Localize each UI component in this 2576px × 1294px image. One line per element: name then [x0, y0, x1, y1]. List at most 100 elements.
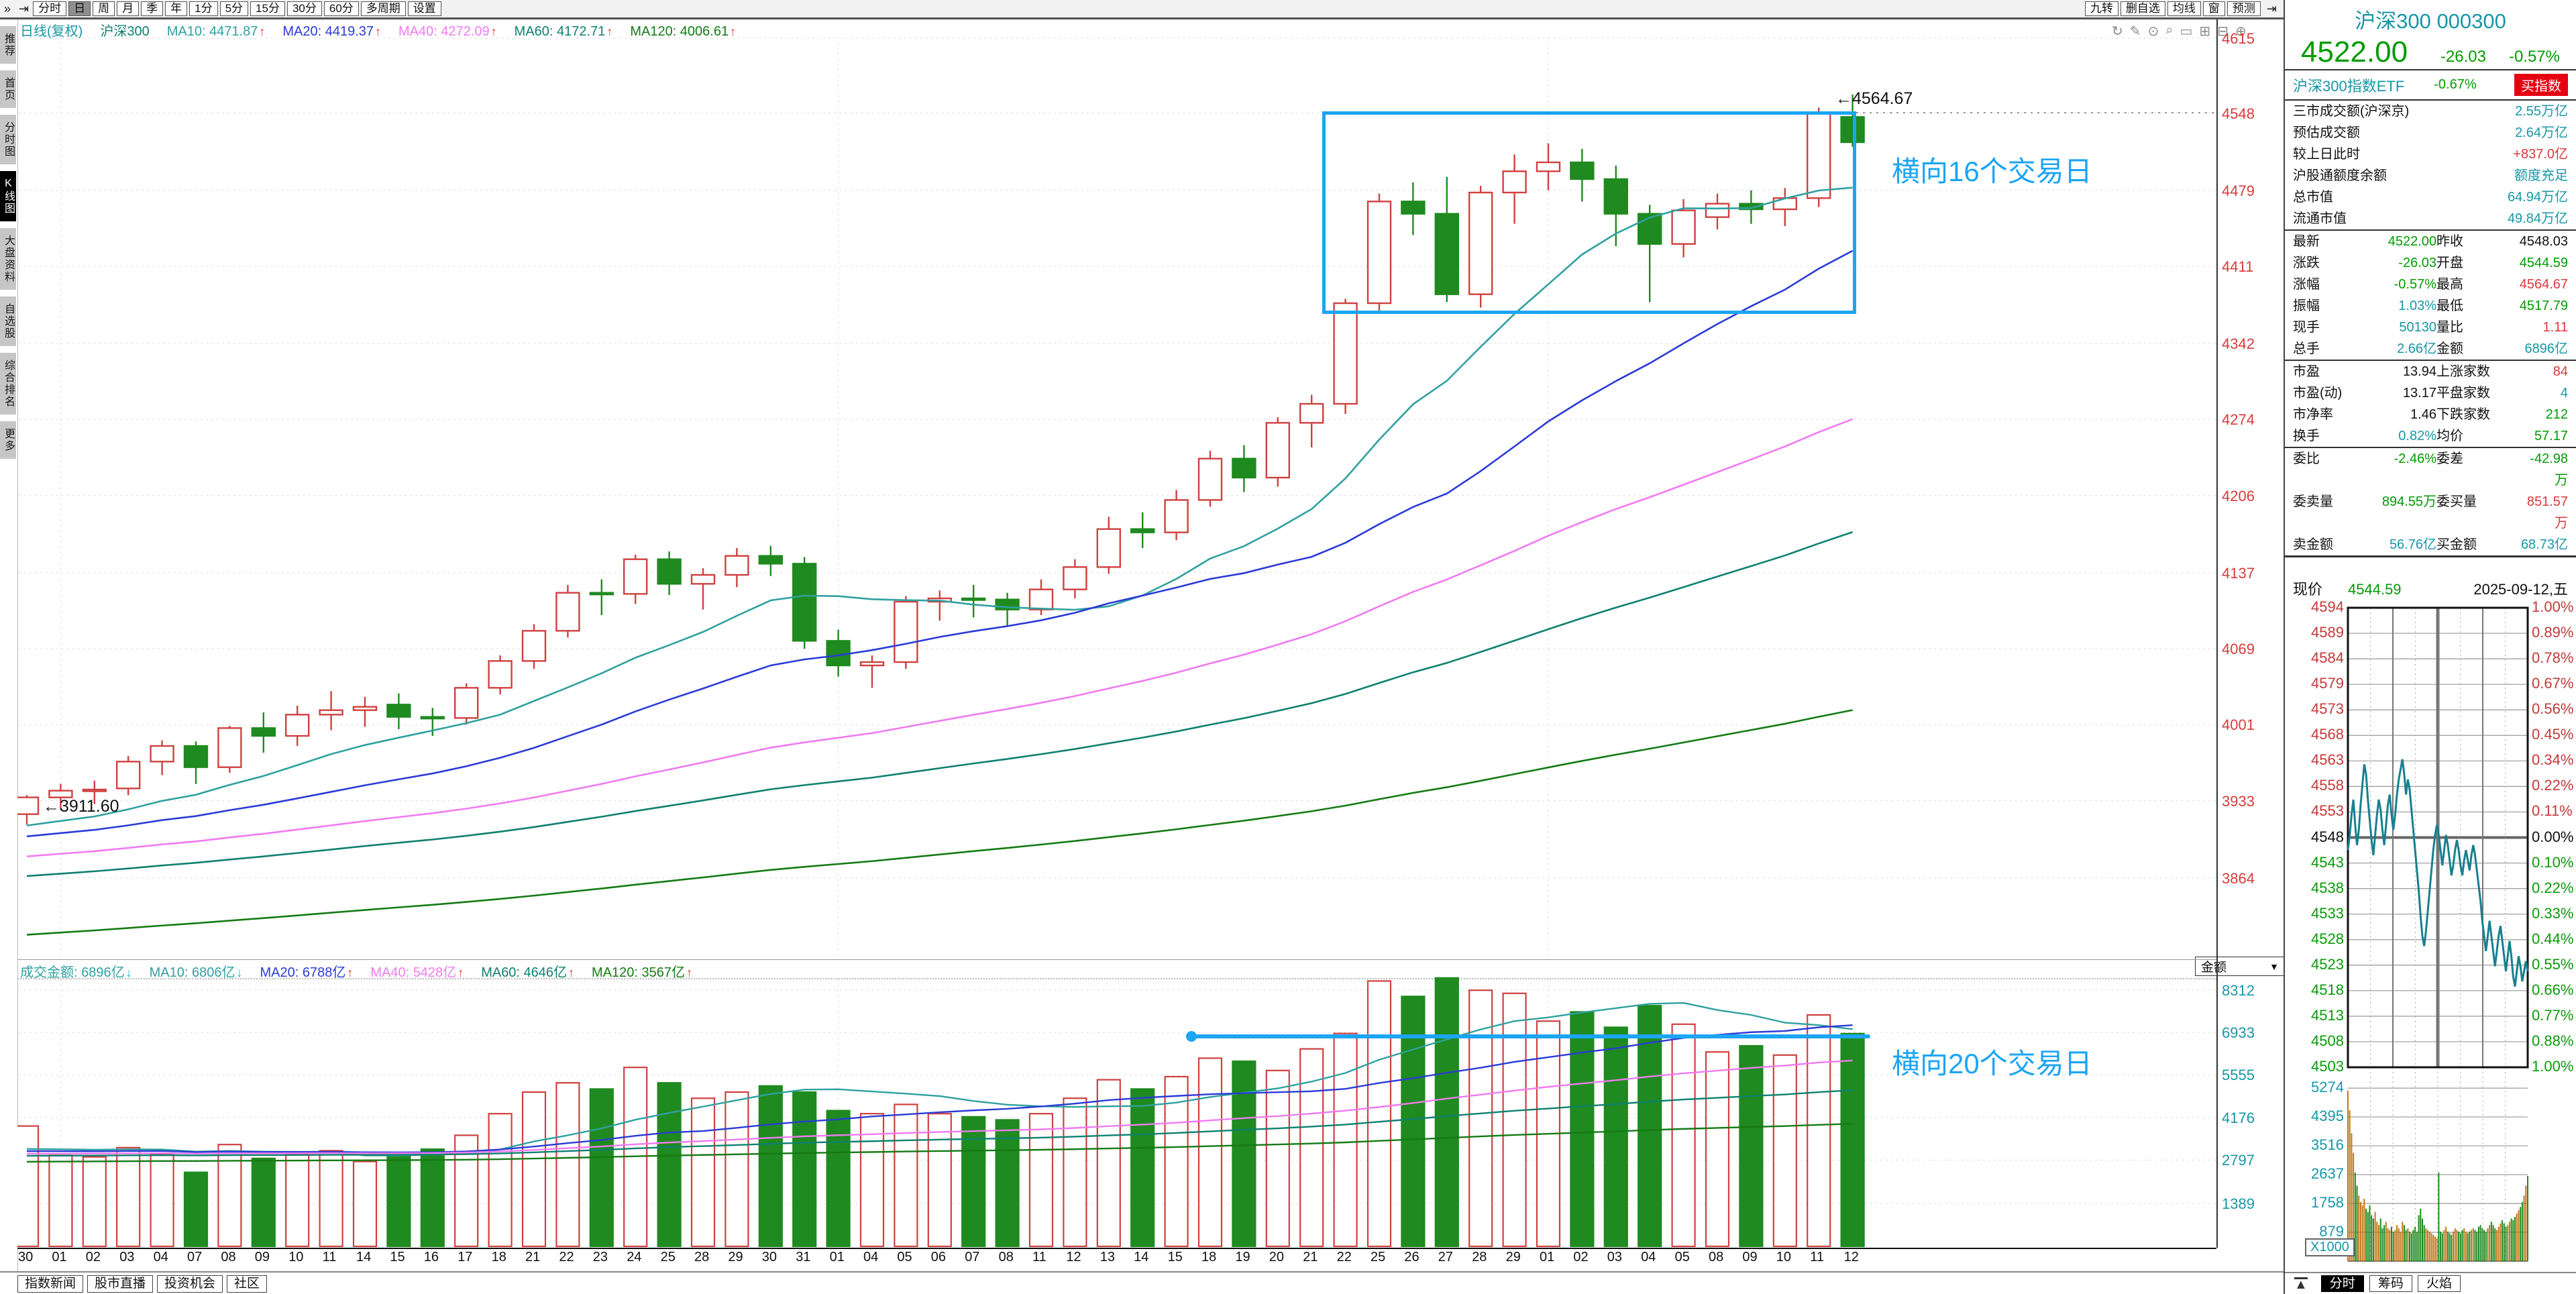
quote-label: 最新	[2293, 234, 2320, 249]
info-label: 沪股通额度余额	[2293, 168, 2387, 183]
sidebar-item-大盘资料[interactable]: 大盘资料	[0, 228, 16, 290]
date-label: 01	[829, 1250, 845, 1264]
intraday-volume-bar	[2485, 1231, 2487, 1261]
date-label: 04	[863, 1250, 879, 1264]
price-axis-label: 3864	[2222, 869, 2255, 887]
intraday-volume-bar	[2390, 1226, 2392, 1261]
intraday-tab-火焰[interactable]: 火焰	[2417, 1275, 2461, 1292]
sidebar-item-自选股[interactable]: 自选股	[0, 296, 16, 346]
volume-bar	[1063, 1097, 1087, 1248]
intraday-chart[interactable]	[2285, 601, 2576, 1269]
sidebar-item-推荐[interactable]: 推荐	[0, 26, 16, 64]
intraday-volume-bar	[2449, 1233, 2451, 1261]
period-button-分时[interactable]: 分时	[33, 1, 67, 16]
info-value: +837.0亿	[2513, 147, 2568, 162]
period-button-多周期[interactable]: 多周期	[360, 1, 406, 16]
intraday-volume-bar	[2416, 1231, 2418, 1261]
candle-body	[623, 558, 648, 595]
tool-button-均线[interactable]: 均线	[2167, 1, 2201, 16]
intraday-volume-bar	[2472, 1228, 2474, 1261]
intraday-volume-bar	[2467, 1233, 2469, 1261]
sidebar-item-分时图[interactable]: 分时图	[0, 115, 16, 164]
buy-index-button[interactable]: 买指数	[2514, 74, 2568, 96]
quote-row: 涨幅 -0.57% 最高 4564.67	[2285, 274, 2576, 295]
period-button-60分[interactable]: 60分	[323, 1, 359, 16]
arrow-to-bar-icon[interactable]: ⇥	[2266, 2, 2277, 15]
quote-row: 现手 50130 量比 1.11	[2285, 317, 2576, 338]
period-button-15分[interactable]: 15分	[250, 1, 285, 16]
intraday-price-label: 4528	[2311, 930, 2344, 947]
period-button-30分[interactable]: 30分	[286, 1, 322, 16]
pencil-icon[interactable]: ✎	[2129, 24, 2141, 39]
date-label: 21	[1303, 1250, 1318, 1264]
period-button-季[interactable]: 季	[141, 1, 164, 16]
date-label: 08	[1709, 1250, 1724, 1264]
period-button-5分[interactable]: 5分	[219, 1, 249, 16]
candle-body	[1265, 422, 1291, 479]
info-row: 预估成交额 2.64万亿	[2285, 122, 2576, 144]
crosshair-icon[interactable]: ⊙	[2147, 24, 2159, 39]
magnifier-icon[interactable]: ⌕	[2165, 23, 2174, 38]
quote-value: 4544.59	[2519, 256, 2568, 270]
bottom-tab-股市直播[interactable]: 股市直播	[87, 1275, 154, 1293]
bottom-tab-社区[interactable]: 社区	[227, 1275, 268, 1293]
kline-chart[interactable]	[17, 18, 2216, 959]
tool-button-预测[interactable]: 预测	[2226, 1, 2261, 16]
volume-header: 成交金额: 6896亿 ↓ MA10: 6806亿 ↓ MA20: 6788亿 ↑ MA40…	[20, 961, 692, 981]
period-button-月[interactable]: 月	[117, 1, 140, 16]
price-axis-line	[2216, 19, 2218, 1248]
period-button-周[interactable]: 周	[93, 1, 115, 16]
volume-bar	[724, 1091, 749, 1248]
chevrons-right-icon[interactable]: »	[4, 2, 11, 15]
top-toolbar: » ⇥ 分时日周月季年 1分 5分 15分 30分 60分 多周期 设置 九转 删自选 均线窗预测…	[0, 0, 2284, 19]
ma-legend-text: MA40: 5428亿	[370, 965, 457, 980]
zoom-in-icon[interactable]: ⊕	[2235, 24, 2247, 39]
window-icon[interactable]: ▭	[2180, 24, 2193, 39]
intraday-volume-bar	[2434, 1236, 2436, 1261]
volume-bar	[1028, 1113, 1054, 1248]
intraday-volume-bar	[2507, 1225, 2509, 1261]
etf-row[interactable]: 沪深300指数ETF -0.67% 买指数	[2285, 70, 2576, 99]
volume-bar	[1333, 1032, 1358, 1248]
period-button-设置[interactable]: 设置	[407, 1, 441, 16]
tool-button-窗[interactable]: 窗	[2202, 1, 2225, 16]
quote-label: 涨跌	[2293, 256, 2320, 270]
arrow-to-bar-icon[interactable]: ⇥	[19, 2, 30, 15]
intraday-price-label: 4584	[2311, 649, 2344, 667]
volume-chart[interactable]	[17, 959, 2216, 1248]
bottom-tab-投资机会[interactable]: 投资机会	[157, 1275, 223, 1293]
tool-button-九转[interactable]: 九转	[2084, 1, 2118, 16]
intraday-volume-bar	[2441, 1233, 2443, 1261]
intraday-price-label: 4589	[2311, 624, 2344, 641]
date-label: 31	[796, 1250, 811, 1264]
info-row: 流通市值 49.84万亿	[2285, 208, 2576, 229]
candle-body	[319, 709, 343, 716]
candle-body	[521, 630, 547, 662]
period-button-日[interactable]: 日	[68, 1, 91, 16]
period-button-1分[interactable]: 1分	[189, 1, 218, 16]
price-change: -26.03	[2440, 48, 2486, 66]
tool-button-删自选[interactable]: 删自选	[2120, 1, 2165, 16]
intraday-volume-bar	[2481, 1228, 2483, 1261]
grid-icon[interactable]: ⊞	[2199, 24, 2211, 39]
ma-legend-item: MA20: 4419.37 ↑	[282, 24, 381, 40]
intraday-tab-分时[interactable]: 分时	[2320, 1275, 2364, 1292]
volume-ma40-line	[26, 1059, 1853, 1154]
quote-row: 换手 0.82% 均价 57.17	[2285, 425, 2576, 447]
scroll-top-icon[interactable]: ▲	[2294, 1277, 2308, 1292]
sidebar-item-K线图[interactable]: K线图	[0, 171, 16, 221]
volume-bar	[1366, 980, 1392, 1248]
sidebar-item-首页[interactable]: 首页	[0, 70, 16, 108]
refresh-icon[interactable]: ↻	[2112, 24, 2123, 39]
sidebar-item-综合排名[interactable]: 综合排名	[0, 353, 16, 415]
candle-body	[1197, 457, 1223, 501]
bottom-tab-指数新闻[interactable]: 指数新闻	[17, 1275, 84, 1293]
intraday-panel: X1000 4594 4589 4584 4579 4573 4568 4563 4558 45…	[2285, 598, 2576, 1269]
symbol-label: 沪深300	[100, 24, 150, 39]
quote-value: 4548.03	[2519, 234, 2568, 249]
zoom-out-icon[interactable]: ⊟	[2217, 24, 2229, 39]
period-button-年[interactable]: 年	[165, 1, 188, 16]
intraday-tab-筹码[interactable]: 筹码	[2369, 1275, 2412, 1292]
sidebar-item-更多[interactable]: 更多	[0, 421, 16, 459]
quote-value: 50130	[2399, 320, 2436, 335]
